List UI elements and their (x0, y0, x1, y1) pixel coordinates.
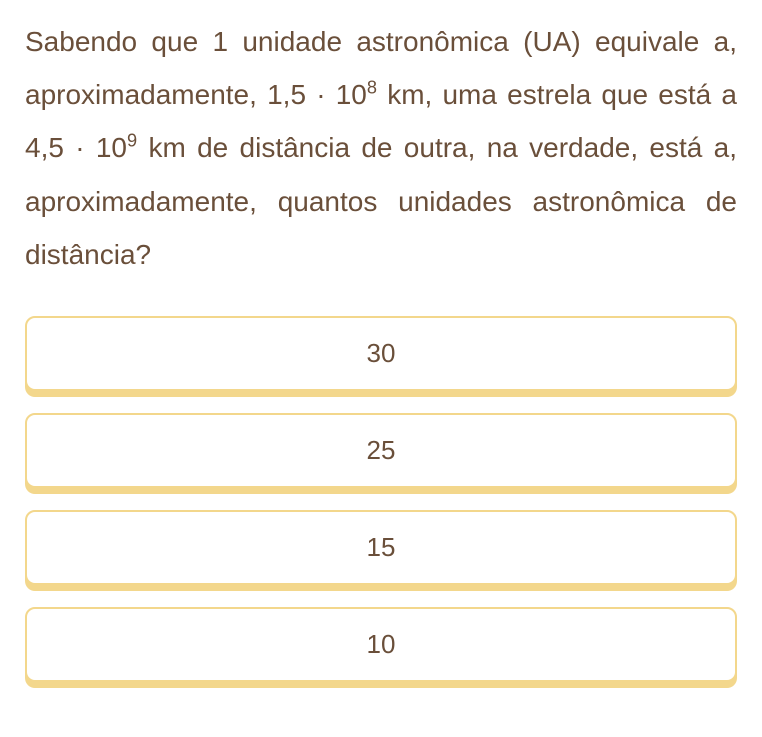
option-wrapper: 30 (25, 316, 737, 391)
options-container: 30 25 15 10 (25, 316, 737, 682)
option-button-10[interactable]: 10 (25, 607, 737, 682)
option-wrapper: 25 (25, 413, 737, 488)
option-wrapper: 10 (25, 607, 737, 682)
option-button-30[interactable]: 30 (25, 316, 737, 391)
option-label: 10 (367, 629, 396, 659)
option-button-15[interactable]: 15 (25, 510, 737, 585)
question-text: Sabendo que 1 unidade astronômica (UA) e… (25, 15, 737, 281)
option-label: 15 (367, 532, 396, 562)
question-superscript-2: 9 (127, 131, 137, 151)
option-label: 25 (367, 435, 396, 465)
option-wrapper: 15 (25, 510, 737, 585)
question-part-3: km de distância de outra, na verdade, es… (25, 132, 737, 269)
question-superscript-1: 8 (367, 78, 377, 98)
option-button-25[interactable]: 25 (25, 413, 737, 488)
option-label: 30 (367, 338, 396, 368)
